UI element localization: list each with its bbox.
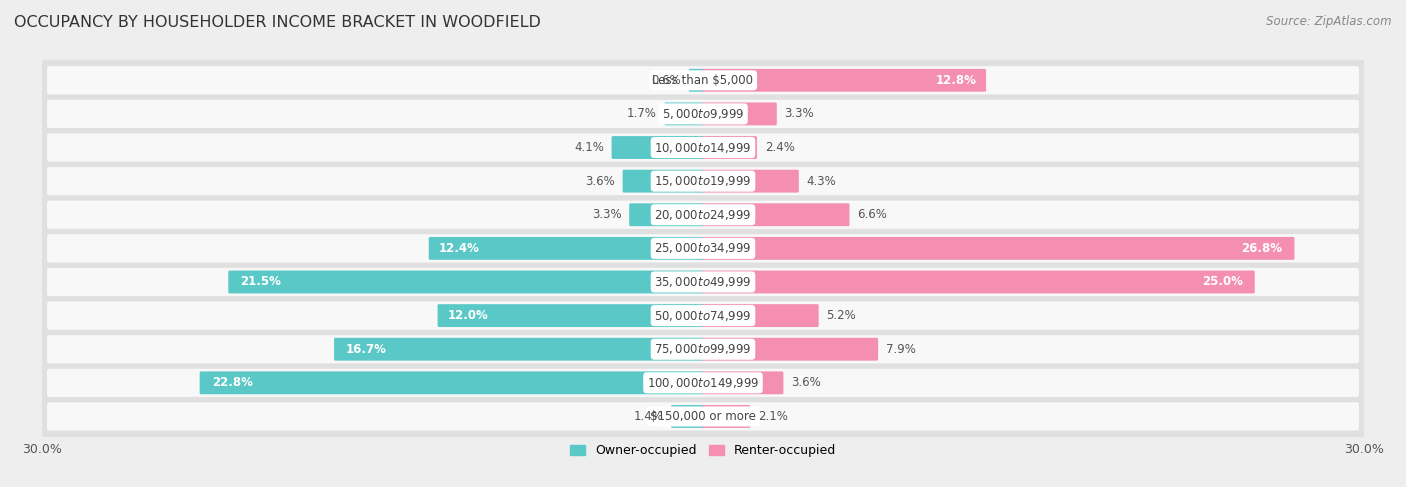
Text: 3.6%: 3.6%	[792, 376, 821, 389]
FancyBboxPatch shape	[702, 237, 1295, 260]
FancyBboxPatch shape	[41, 161, 1365, 202]
Text: 21.5%: 21.5%	[240, 276, 281, 288]
Text: $10,000 to $14,999: $10,000 to $14,999	[654, 141, 752, 154]
FancyBboxPatch shape	[41, 127, 1365, 168]
Text: 5.2%: 5.2%	[827, 309, 856, 322]
Text: $75,000 to $99,999: $75,000 to $99,999	[654, 342, 752, 356]
FancyBboxPatch shape	[702, 372, 783, 394]
Text: OCCUPANCY BY HOUSEHOLDER INCOME BRACKET IN WOODFIELD: OCCUPANCY BY HOUSEHOLDER INCOME BRACKET …	[14, 15, 541, 30]
Text: $25,000 to $34,999: $25,000 to $34,999	[654, 242, 752, 255]
FancyBboxPatch shape	[46, 402, 1360, 431]
Text: $15,000 to $19,999: $15,000 to $19,999	[654, 174, 752, 188]
FancyBboxPatch shape	[702, 338, 879, 361]
FancyBboxPatch shape	[46, 369, 1360, 397]
Text: 1.4%: 1.4%	[634, 410, 664, 423]
FancyBboxPatch shape	[702, 204, 849, 226]
Text: 0.6%: 0.6%	[651, 74, 681, 87]
FancyBboxPatch shape	[612, 136, 704, 159]
Text: 4.1%: 4.1%	[574, 141, 605, 154]
Text: $5,000 to $9,999: $5,000 to $9,999	[662, 107, 744, 121]
FancyBboxPatch shape	[671, 405, 704, 428]
Text: 3.3%: 3.3%	[592, 208, 621, 221]
Text: Source: ZipAtlas.com: Source: ZipAtlas.com	[1267, 15, 1392, 28]
FancyBboxPatch shape	[228, 271, 704, 293]
Text: 12.4%: 12.4%	[439, 242, 479, 255]
FancyBboxPatch shape	[41, 295, 1365, 336]
FancyBboxPatch shape	[41, 60, 1365, 101]
Text: 12.0%: 12.0%	[447, 309, 488, 322]
Text: 3.3%: 3.3%	[785, 108, 814, 120]
Text: 26.8%: 26.8%	[1241, 242, 1282, 255]
Text: $50,000 to $74,999: $50,000 to $74,999	[654, 309, 752, 322]
Text: $20,000 to $24,999: $20,000 to $24,999	[654, 208, 752, 222]
Text: 25.0%: 25.0%	[1202, 276, 1243, 288]
Text: $35,000 to $49,999: $35,000 to $49,999	[654, 275, 752, 289]
FancyBboxPatch shape	[41, 94, 1365, 134]
FancyBboxPatch shape	[46, 66, 1360, 94]
FancyBboxPatch shape	[702, 136, 756, 159]
FancyBboxPatch shape	[41, 262, 1365, 302]
FancyBboxPatch shape	[46, 268, 1360, 296]
FancyBboxPatch shape	[623, 169, 704, 192]
Text: 16.7%: 16.7%	[346, 343, 387, 356]
FancyBboxPatch shape	[702, 69, 986, 92]
FancyBboxPatch shape	[46, 201, 1360, 229]
FancyBboxPatch shape	[429, 237, 704, 260]
FancyBboxPatch shape	[46, 100, 1360, 128]
FancyBboxPatch shape	[46, 301, 1360, 330]
FancyBboxPatch shape	[200, 372, 704, 394]
FancyBboxPatch shape	[41, 362, 1365, 403]
FancyBboxPatch shape	[46, 133, 1360, 162]
FancyBboxPatch shape	[689, 69, 704, 92]
FancyBboxPatch shape	[437, 304, 704, 327]
FancyBboxPatch shape	[630, 204, 704, 226]
Text: 1.7%: 1.7%	[627, 108, 657, 120]
FancyBboxPatch shape	[46, 234, 1360, 262]
Text: Less than $5,000: Less than $5,000	[652, 74, 754, 87]
FancyBboxPatch shape	[46, 167, 1360, 195]
FancyBboxPatch shape	[41, 396, 1365, 437]
FancyBboxPatch shape	[702, 102, 776, 125]
Text: 22.8%: 22.8%	[212, 376, 253, 389]
FancyBboxPatch shape	[46, 335, 1360, 363]
Legend: Owner-occupied, Renter-occupied: Owner-occupied, Renter-occupied	[565, 439, 841, 463]
Text: 2.4%: 2.4%	[765, 141, 794, 154]
FancyBboxPatch shape	[665, 102, 704, 125]
Text: $100,000 to $149,999: $100,000 to $149,999	[647, 376, 759, 390]
Text: 3.6%: 3.6%	[585, 175, 614, 187]
Text: $150,000 or more: $150,000 or more	[650, 410, 756, 423]
FancyBboxPatch shape	[702, 169, 799, 192]
FancyBboxPatch shape	[41, 329, 1365, 370]
FancyBboxPatch shape	[702, 405, 751, 428]
FancyBboxPatch shape	[335, 338, 704, 361]
Text: 12.8%: 12.8%	[935, 74, 976, 87]
Text: 4.3%: 4.3%	[807, 175, 837, 187]
FancyBboxPatch shape	[41, 228, 1365, 269]
FancyBboxPatch shape	[702, 271, 1254, 293]
Text: 7.9%: 7.9%	[886, 343, 915, 356]
FancyBboxPatch shape	[41, 194, 1365, 235]
Text: 6.6%: 6.6%	[858, 208, 887, 221]
FancyBboxPatch shape	[702, 304, 818, 327]
Text: 2.1%: 2.1%	[758, 410, 787, 423]
